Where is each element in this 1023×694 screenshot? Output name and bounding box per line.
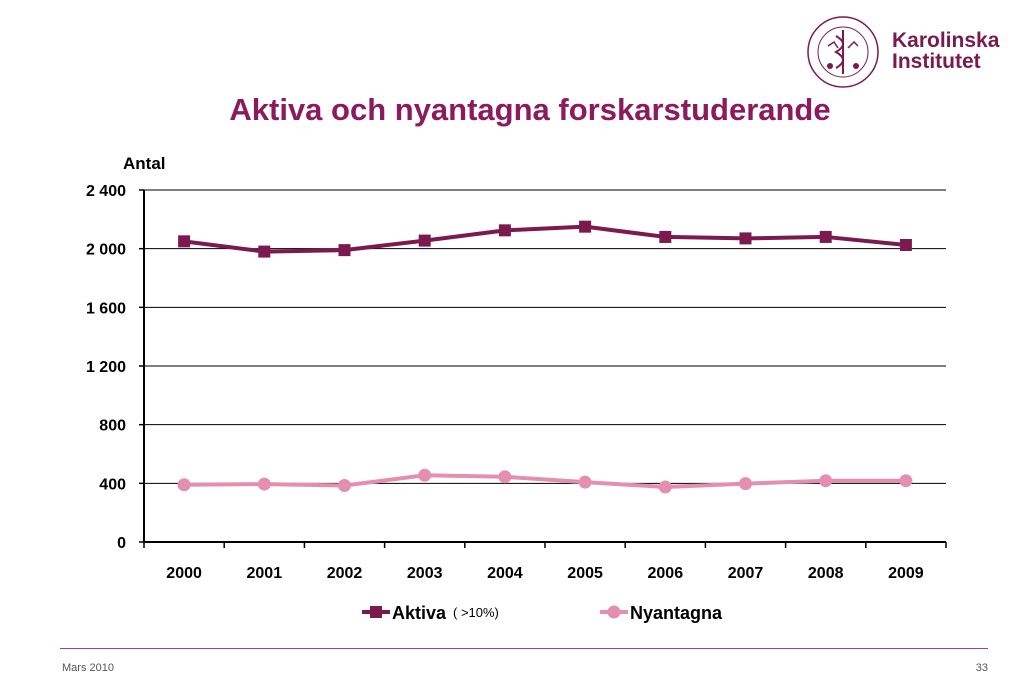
x-tick-label: 2001 xyxy=(247,565,283,582)
data-point-nyantagna xyxy=(819,474,833,488)
y-tick-label: 2 400 xyxy=(86,183,126,200)
data-point-nyantagna xyxy=(739,477,752,491)
page-number: 33 xyxy=(975,662,988,674)
data-point-nyantagna xyxy=(338,479,351,493)
brand-line-1: Karolinska xyxy=(892,29,1000,52)
brand-line-2: Institutet xyxy=(892,50,981,73)
brand-wordmark: Karolinska Institutet xyxy=(892,30,999,72)
data-point-nyantagna xyxy=(658,480,672,494)
data-point-nyantagna xyxy=(899,474,913,488)
legend-label: Aktiva xyxy=(392,603,447,623)
y-tick-label: 800 xyxy=(99,418,126,435)
series-line-aktiva xyxy=(183,224,907,254)
footer-date: Mars 2010 xyxy=(62,662,114,674)
y-tick-label: 1 200 xyxy=(86,359,126,376)
x-tick-label: 2004 xyxy=(487,565,523,582)
footer-divider xyxy=(60,648,988,649)
series-line-nyantagna xyxy=(184,473,906,489)
seal-icon xyxy=(807,16,879,88)
data-point-aktiva xyxy=(739,232,752,245)
y-axis-label: Antal xyxy=(123,154,166,173)
x-tick-label: 2006 xyxy=(648,565,684,582)
data-point-aktiva xyxy=(659,230,672,243)
y-tick-label: 2 000 xyxy=(86,242,126,259)
data-point-aktiva xyxy=(899,239,912,251)
data-point-aktiva xyxy=(258,245,271,258)
y-tick-label: 1 600 xyxy=(86,300,126,317)
x-tick-label: 2005 xyxy=(567,565,603,582)
data-point-aktiva xyxy=(178,235,191,248)
x-tick-label: 2008 xyxy=(808,565,844,582)
x-tick-label: 2007 xyxy=(728,565,764,582)
data-point-nyantagna xyxy=(257,477,271,491)
data-point-aktiva xyxy=(498,224,511,237)
legend-marker xyxy=(607,605,621,619)
x-tick-label: 2003 xyxy=(407,565,443,582)
x-tick-label: 2009 xyxy=(888,565,924,582)
data-point-nyantagna xyxy=(578,475,592,489)
data-point-aktiva xyxy=(338,244,351,257)
data-point-nyantagna xyxy=(177,478,191,492)
page-title: Aktiva och nyantagna forskarstuderande xyxy=(229,92,831,127)
legend-note: ( >10%) xyxy=(453,605,499,620)
data-point-nyantagna xyxy=(498,470,512,484)
x-tick-label: 2000 xyxy=(166,565,202,582)
legend-label: Nyantagna xyxy=(630,603,723,623)
y-tick-label: 0 xyxy=(117,535,126,552)
y-tick-label: 400 xyxy=(99,476,126,493)
data-point-aktiva xyxy=(579,220,592,233)
data-point-aktiva xyxy=(418,234,431,247)
karolinska-seal-logo xyxy=(807,16,879,88)
data-point-nyantagna xyxy=(418,468,432,482)
x-tick-label: 2002 xyxy=(327,565,363,582)
data-point-aktiva xyxy=(819,230,832,243)
legend-marker xyxy=(370,606,382,618)
